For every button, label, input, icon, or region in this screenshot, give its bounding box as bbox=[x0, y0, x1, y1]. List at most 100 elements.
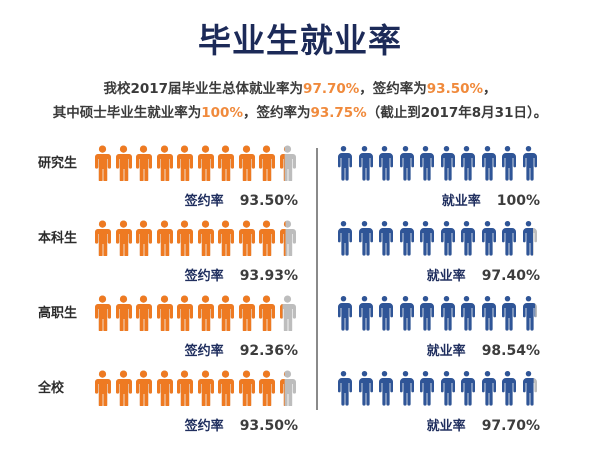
person-icon bbox=[216, 370, 235, 406]
summary-text: 其中硕士毕业生就业率为 bbox=[52, 105, 202, 121]
person-icon bbox=[278, 220, 297, 256]
person-icon bbox=[278, 370, 297, 406]
employment-rate-pictograph bbox=[334, 220, 538, 256]
person-icon bbox=[519, 220, 538, 256]
summary-highlight: 100% bbox=[201, 105, 243, 121]
row-label: 全校 bbox=[38, 381, 65, 396]
person-icon bbox=[396, 145, 415, 181]
summary-highlight: 93.50% bbox=[426, 81, 484, 97]
person-icon bbox=[155, 370, 174, 406]
summary-line-2: 其中硕士毕业生就业率为100%，签约率为93.75%（截止到2017年8月31日… bbox=[0, 101, 600, 121]
signing-rate-pictograph bbox=[93, 145, 297, 181]
person-icon bbox=[237, 370, 256, 406]
person-icon bbox=[478, 295, 497, 331]
person-icon bbox=[196, 370, 215, 406]
person-icon bbox=[355, 370, 374, 406]
row-label: 研究生 bbox=[38, 156, 78, 171]
summary-line-1: 我校2017届毕业生总体就业率为97.70%，签约率为93.50%， bbox=[0, 77, 600, 97]
person-icon bbox=[396, 295, 415, 331]
person-icon bbox=[196, 295, 215, 331]
person-icon bbox=[457, 295, 476, 331]
person-icon bbox=[416, 295, 435, 331]
person-icon bbox=[278, 295, 297, 331]
signing-rate-metric: 签约率 93.50% bbox=[185, 190, 298, 209]
person-icon bbox=[355, 295, 374, 331]
person-icon bbox=[93, 370, 112, 406]
metric-value: 93.93% bbox=[239, 268, 298, 284]
person-icon bbox=[334, 295, 353, 331]
person-icon bbox=[196, 145, 215, 181]
person-icon bbox=[457, 370, 476, 406]
person-icon bbox=[437, 370, 456, 406]
person-icon bbox=[216, 145, 235, 181]
person-icon bbox=[334, 145, 353, 181]
person-icon bbox=[498, 145, 517, 181]
person-icon bbox=[175, 220, 194, 256]
metric-label: 就业率 bbox=[426, 269, 466, 284]
employment-rate-metric: 就业率 97.70% bbox=[427, 415, 540, 434]
person-icon bbox=[257, 220, 276, 256]
row-label: 高职生 bbox=[38, 306, 78, 321]
person-icon bbox=[519, 370, 538, 406]
metric-value: 97.40% bbox=[481, 268, 540, 284]
person-icon bbox=[257, 370, 276, 406]
person-icon bbox=[155, 145, 174, 181]
person-icon bbox=[375, 295, 394, 331]
person-icon bbox=[114, 370, 133, 406]
person-icon bbox=[216, 295, 235, 331]
metric-label: 签约率 bbox=[184, 419, 224, 434]
person-icon bbox=[196, 220, 215, 256]
summary-text: ，签约率为 bbox=[359, 81, 427, 97]
person-icon bbox=[355, 220, 374, 256]
summary-text: （截止到2017年8月31日）。 bbox=[366, 105, 548, 121]
metric-label: 就业率 bbox=[441, 194, 481, 209]
summary-text: ， bbox=[483, 81, 497, 97]
signing-rate-pictograph bbox=[93, 370, 297, 406]
employment-rate-pictograph bbox=[334, 145, 538, 181]
page-title: 毕业生就业率 bbox=[198, 21, 402, 60]
person-icon bbox=[134, 295, 153, 331]
person-icon bbox=[216, 220, 235, 256]
person-icon bbox=[334, 220, 353, 256]
person-icon bbox=[257, 295, 276, 331]
person-icon bbox=[416, 145, 435, 181]
metric-label: 就业率 bbox=[426, 419, 466, 434]
person-icon bbox=[396, 220, 415, 256]
person-icon bbox=[93, 295, 112, 331]
metric-value: 93.50% bbox=[239, 418, 298, 434]
person-icon bbox=[478, 145, 497, 181]
person-icon bbox=[375, 145, 394, 181]
person-icon bbox=[114, 220, 133, 256]
person-icon bbox=[478, 370, 497, 406]
metric-value: 98.54% bbox=[481, 343, 540, 359]
person-icon bbox=[498, 370, 517, 406]
person-icon bbox=[478, 220, 497, 256]
person-icon bbox=[498, 220, 517, 256]
metric-value: 92.36% bbox=[239, 343, 298, 359]
signing-rate-pictograph bbox=[93, 295, 297, 331]
person-icon bbox=[396, 370, 415, 406]
person-icon bbox=[519, 295, 538, 331]
metric-value: 97.70% bbox=[481, 418, 540, 434]
person-icon bbox=[175, 145, 194, 181]
person-icon bbox=[457, 145, 476, 181]
metric-label: 签约率 bbox=[184, 344, 224, 359]
person-icon bbox=[437, 220, 456, 256]
person-icon bbox=[375, 220, 394, 256]
metric-value: 100% bbox=[496, 193, 540, 209]
person-icon bbox=[416, 220, 435, 256]
person-icon bbox=[498, 295, 517, 331]
person-icon bbox=[134, 370, 153, 406]
person-icon bbox=[175, 295, 194, 331]
person-icon bbox=[134, 145, 153, 181]
signing-rate-metric: 签约率 93.50% bbox=[185, 415, 298, 434]
metric-label: 签约率 bbox=[184, 194, 224, 209]
signing-rate-metric: 签约率 92.36% bbox=[185, 340, 298, 359]
signing-rate-pictograph bbox=[93, 220, 297, 256]
employment-rate-metric: 就业率 100% bbox=[442, 190, 540, 209]
person-icon bbox=[355, 145, 374, 181]
metric-value: 93.50% bbox=[239, 193, 298, 209]
person-icon bbox=[278, 145, 297, 181]
person-icon bbox=[134, 220, 153, 256]
person-icon bbox=[334, 370, 353, 406]
